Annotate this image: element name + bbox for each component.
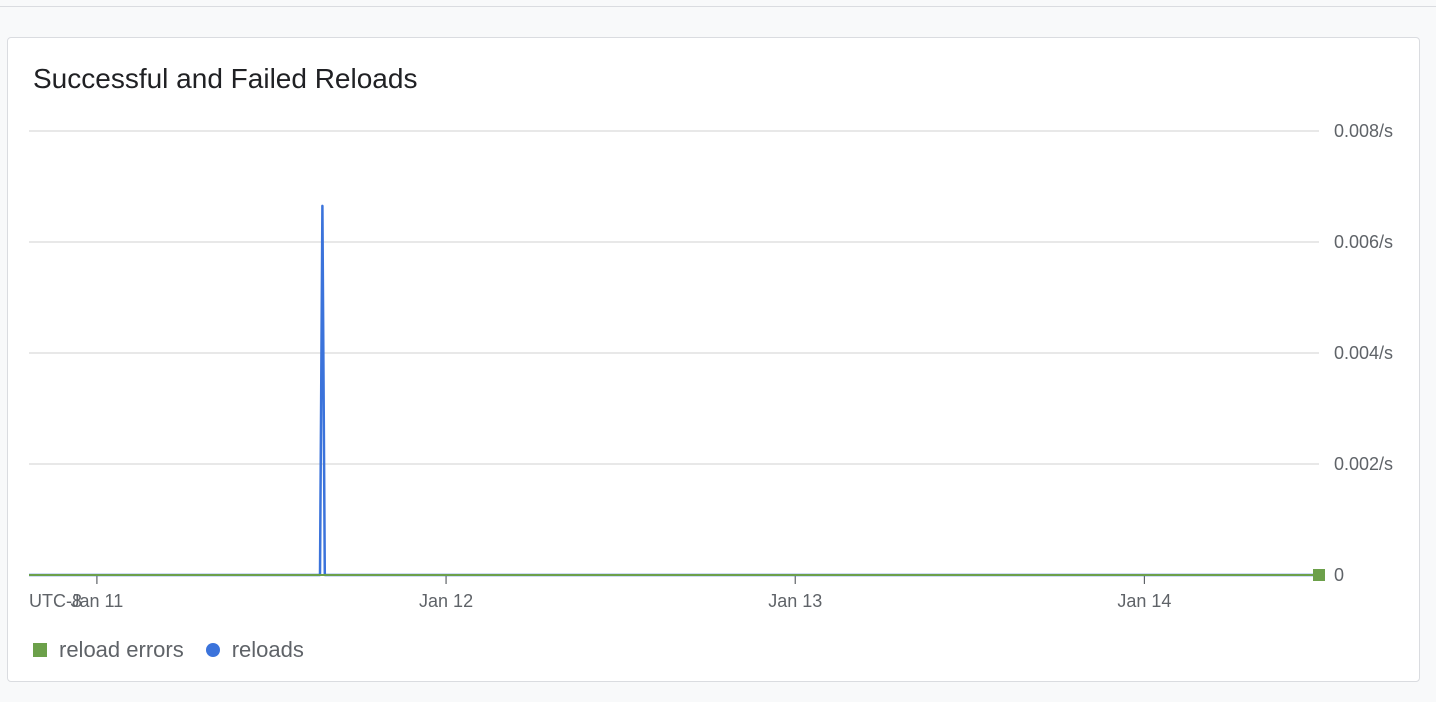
chart-card: Successful and Failed Reloads 0 0.002/s 0.… <box>7 37 1420 682</box>
chart-plot: 0 0.002/s 0.004/s 0.006/s 0.008/s Jan 11 Jan 1… <box>29 121 1393 611</box>
top-divider <box>0 6 1436 7</box>
timezone-label: UTC-8 <box>29 591 82 611</box>
legend-label-reload-errors: reload errors <box>59 637 184 662</box>
y-tick-label: 0.002/s <box>1334 454 1393 474</box>
reloads-dot-icon <box>205 643 220 657</box>
x-tick-label: Jan 11 <box>71 591 124 611</box>
y-tick-label: 0.006/s <box>1334 232 1393 252</box>
chart-title: Successful and Failed Reloads <box>33 63 418 94</box>
y-tick-label: 0.004/s <box>1334 343 1393 363</box>
chart-legend: reload errors reloads <box>33 637 326 663</box>
reload-errors-end-marker <box>1313 569 1325 581</box>
legend-item-reloads[interactable]: reloads <box>205 637 304 663</box>
legend-item-reload-errors[interactable]: reload errors <box>33 637 184 663</box>
legend-label-reloads: reloads <box>231 637 304 662</box>
reload-errors-square-icon <box>33 643 47 657</box>
x-tick-label: Jan 14 <box>1117 591 1171 611</box>
x-tick-label: Jan 12 <box>419 591 473 611</box>
y-tick-label: 0.008/s <box>1334 121 1393 141</box>
y-tick-label: 0 <box>1334 565 1344 585</box>
reloads-series-line <box>29 204 1319 577</box>
x-tick-label: Jan 13 <box>768 591 822 611</box>
